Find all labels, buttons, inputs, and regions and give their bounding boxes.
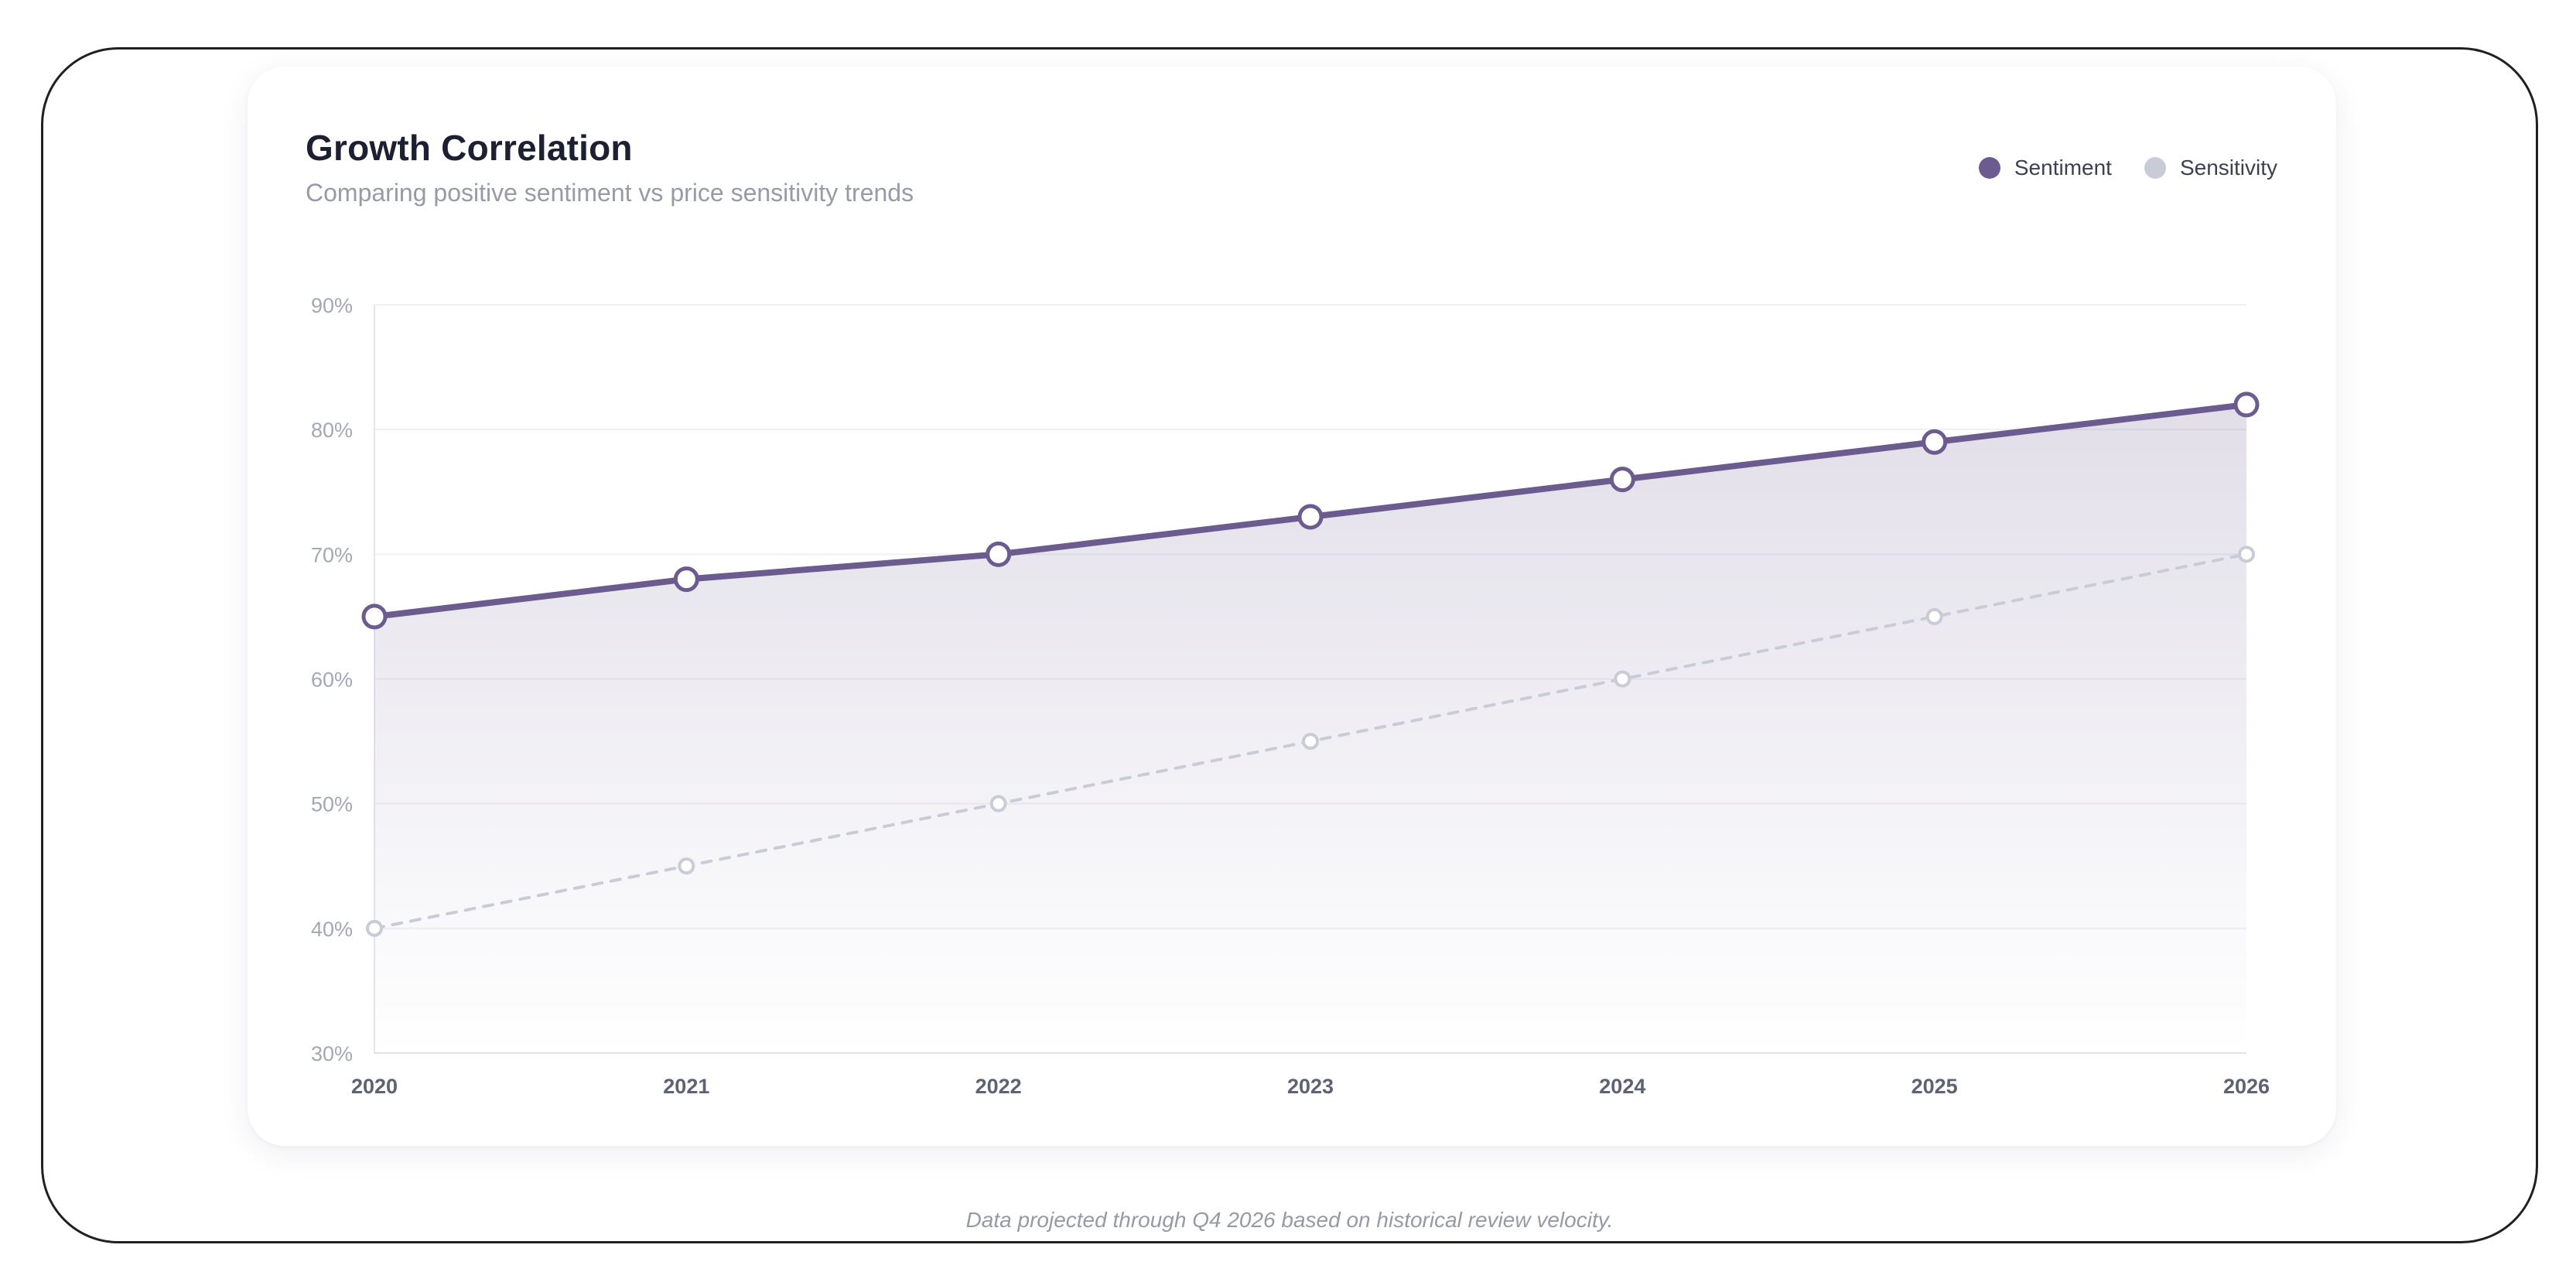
sensitivity-point bbox=[1302, 733, 1319, 751]
legend-dot-sentiment-icon bbox=[1978, 157, 2000, 179]
legend-item-sensitivity[interactable]: Sensitivity bbox=[2144, 156, 2277, 180]
sentiment-point bbox=[2233, 392, 2260, 418]
chart-subtitle: Comparing positive sentiment vs price se… bbox=[306, 179, 914, 207]
y-tick-label: 60% bbox=[311, 669, 353, 692]
sensitivity-point bbox=[1614, 670, 1631, 688]
sentiment-point bbox=[673, 566, 699, 593]
y-tick-label: 70% bbox=[311, 543, 353, 566]
y-tick-label: 30% bbox=[311, 1042, 353, 1065]
chart-title: Growth Correlation bbox=[306, 128, 633, 168]
sensitivity-point bbox=[1925, 607, 1943, 625]
chart-card: Growth Correlation Comparing positive se… bbox=[248, 67, 2336, 1146]
sensitivity-point bbox=[366, 919, 383, 937]
sentiment-point bbox=[1297, 504, 1324, 530]
sentiment-point bbox=[1609, 467, 1635, 493]
chart-footnote: Data projected through Q4 2026 based on … bbox=[965, 1208, 1614, 1232]
window-frame: Growth Correlation Comparing positive se… bbox=[41, 47, 2538, 1243]
legend-item-sentiment[interactable]: Sentiment bbox=[1978, 156, 2112, 180]
sentiment-area bbox=[374, 404, 2246, 1053]
x-tick-label: 2026 bbox=[2223, 1075, 2270, 1098]
x-tick-label: 2021 bbox=[663, 1075, 709, 1098]
x-tick-label: 2022 bbox=[975, 1075, 1022, 1098]
sensitivity-point bbox=[2238, 545, 2255, 563]
y-tick-label: 40% bbox=[311, 918, 353, 941]
y-tick-label: 80% bbox=[311, 419, 353, 442]
x-tick-label: 2024 bbox=[1599, 1075, 1645, 1098]
x-tick-label: 2025 bbox=[1912, 1075, 1958, 1098]
sensitivity-point bbox=[989, 795, 1007, 812]
sensitivity-point bbox=[678, 857, 695, 875]
legend-dot-sensitivity-icon bbox=[2144, 157, 2166, 179]
legend-label-sensitivity: Sensitivity bbox=[2179, 156, 2277, 180]
legend-label-sentiment: Sentiment bbox=[2014, 156, 2112, 180]
y-tick-label: 50% bbox=[311, 793, 353, 816]
chart-legend: Sentiment Sensitivity bbox=[1978, 156, 2277, 180]
y-tick-label: 90% bbox=[311, 294, 353, 317]
x-tick-label: 2020 bbox=[351, 1075, 398, 1098]
line-chart: 30% 40% 50% 60% 70% 80% 90% 2020 2021 2022 2023 202… bbox=[311, 294, 2270, 1098]
sentiment-point bbox=[986, 541, 1012, 567]
x-tick-label: 2023 bbox=[1287, 1075, 1334, 1098]
sentiment-point bbox=[361, 604, 388, 630]
sentiment-point bbox=[1922, 429, 1948, 455]
